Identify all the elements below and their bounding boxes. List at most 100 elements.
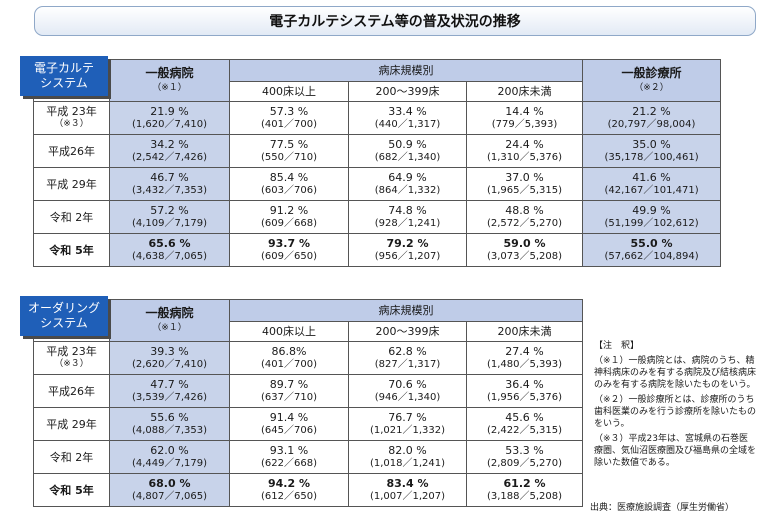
cell-percentage: 62.0 % xyxy=(150,444,189,457)
cell-count: (4,109／7,179) xyxy=(131,218,208,229)
notes-panel: 【注 釈】 （※１）一般病院とは、病院のうち、精神科病床のみを有する病院及び結核… xyxy=(594,340,756,472)
cell-count: (603／706) xyxy=(261,185,317,196)
cell-percentage: 57.3 % xyxy=(269,105,309,118)
cell-count: (956／1,207) xyxy=(374,251,441,262)
data-cell: 59.0 % (3,073／5,208) xyxy=(465,233,584,267)
table-row: 平成 29年 55.6 % (4,088／7,353) 91.4 % (645／706)… xyxy=(33,407,584,441)
cell-percentage: 93.1 % xyxy=(269,444,309,457)
cell-count: (827／1,317) xyxy=(374,359,441,370)
cell-percentage: 61.2 % xyxy=(503,477,546,490)
note-mark-1: （※１） xyxy=(152,322,187,333)
cell-count: (20,797／98,004) xyxy=(607,119,696,130)
row-label-text: 令和 2年 xyxy=(49,210,94,224)
cell-count: (4,088／7,353) xyxy=(131,425,208,436)
cell-count: (1,480／5,393) xyxy=(486,359,563,370)
general-hospital-header-text: 一般病院 xyxy=(145,65,194,80)
data-cell: 89.7 % (637／710) xyxy=(229,374,349,408)
row-label-text: 令和 5年 xyxy=(49,483,94,497)
table-row: 平成26年 47.7 % (3,539／7,426) 89.7 % (637／710) 7… xyxy=(33,374,584,408)
data-cell: 47.7 % (3,539／7,426) xyxy=(109,374,230,408)
cell-count: (928／1,241) xyxy=(374,218,441,229)
data-cell: 45.6 % (2,422／5,315) xyxy=(465,407,584,441)
cell-percentage: 24.4 % xyxy=(505,138,544,151)
cell-percentage: 86.8% xyxy=(271,345,307,358)
data-cell: 70.6 % (946／1,340) xyxy=(348,374,467,408)
cell-percentage: 65.6 % xyxy=(148,237,191,250)
data-cell: 77.5 % (550／710) xyxy=(229,134,349,168)
cell-count: (637／710) xyxy=(261,392,317,403)
data-cell: 34.2 % (2,542／7,426) xyxy=(109,134,230,168)
data-cell: 74.8 % (928／1,241) xyxy=(348,200,467,234)
data-cell: 83.4 % (1,007／1,207) xyxy=(348,473,467,507)
cell-count: (4,638／7,065) xyxy=(131,251,208,262)
data-cell: 68.0 % (4,807／7,065) xyxy=(109,473,230,507)
table-row: 令和 2年 62.0 % (4,449／7,179) 93.1 % (622／668) 8… xyxy=(33,440,584,474)
data-cell: 93.7 % (609／650) xyxy=(229,233,349,267)
cell-percentage: 55.0 % xyxy=(630,237,673,250)
table-row: 平成 23年 （※３） 21.9 % (1,620／7,410) 57.3 % (401／… xyxy=(33,101,722,135)
data-cell: 46.7 % (3,432／7,353) xyxy=(109,167,230,201)
data-cell: 49.9 % (51,199／102,612) xyxy=(582,200,722,234)
cell-count: (3,073／5,208) xyxy=(486,251,563,262)
cell-percentage: 21.9 % xyxy=(150,105,189,118)
row-label: 平成26年 xyxy=(33,134,110,168)
cell-count: (609／668) xyxy=(261,218,317,229)
cell-count: (2,809／5,270) xyxy=(486,458,563,469)
col-200-399: 200〜399床 xyxy=(348,321,467,342)
cell-percentage: 79.2 % xyxy=(386,237,429,250)
general-hospital-header: 一般病院 （※１） xyxy=(109,299,230,342)
cell-count: (1,007／1,207) xyxy=(369,491,446,502)
cell-percentage: 39.3 % xyxy=(150,345,189,358)
note-mark-2: （※２） xyxy=(634,82,669,93)
cell-percentage: 59.0 % xyxy=(503,237,546,250)
general-clinic-header-text: 一般診療所 xyxy=(621,65,682,80)
table-row: 令和 2年 57.2 % (4,109／7,179) 91.2 % (609／668) 7… xyxy=(33,200,722,234)
ordering-table: 一般病院 （※１） 病床規模別 400床以上 200〜399床 200床未満 平… xyxy=(33,299,584,507)
data-cell: 41.6 % (42,167／101,471) xyxy=(582,167,722,201)
data-cell: 85.4 % (603／706) xyxy=(229,167,349,201)
row-label: 平成 23年 （※３） xyxy=(33,341,110,375)
data-cell: 36.4 % (1,956／5,376) xyxy=(465,374,584,408)
cell-count: (3,539／7,426) xyxy=(131,392,208,403)
data-cell: 53.3 % (2,809／5,270) xyxy=(465,440,584,474)
row-label: 令和 2年 xyxy=(33,440,110,474)
row-label: 令和 5年 xyxy=(33,473,110,507)
cell-percentage: 21.2 % xyxy=(632,105,671,118)
cell-count: (779／5,393) xyxy=(491,119,558,130)
cell-count: (401／700) xyxy=(261,119,317,130)
row-label-text: 令和 5年 xyxy=(49,243,94,257)
cell-count: (57,662／104,894) xyxy=(604,251,699,262)
cell-percentage: 47.7 % xyxy=(150,378,189,391)
col-under-200: 200床未満 xyxy=(465,81,584,102)
cell-count: (42,167／101,471) xyxy=(604,185,699,196)
note-2: （※２）一般診療所とは、診療所のうち歯科医業のみを行う診療所を除いたものをいう。 xyxy=(594,395,757,429)
cell-percentage: 37.0 % xyxy=(505,171,544,184)
data-cell: 24.4 % (1,310／5,376) xyxy=(465,134,584,168)
cell-percentage: 82.0 % xyxy=(388,444,427,457)
ehr-table-body: 平成 23年 （※３） 21.9 % (1,620／7,410) 57.3 % (401／… xyxy=(33,101,722,267)
ordering-table-body: 平成 23年 （※３） 39.3 % (2,620／7,410) 86.8% (401／7… xyxy=(33,341,584,507)
cell-percentage: 33.4 % xyxy=(388,105,427,118)
row-label: 平成 29年 xyxy=(33,167,110,201)
data-cell: 37.0 % (1,965／5,315) xyxy=(465,167,584,201)
data-cell: 61.2 % (3,188／5,208) xyxy=(465,473,584,507)
cell-percentage: 36.4 % xyxy=(505,378,544,391)
cell-percentage: 57.2 % xyxy=(150,204,189,217)
cell-percentage: 50.9 % xyxy=(388,138,427,151)
cell-percentage: 34.2 % xyxy=(150,138,189,151)
data-cell: 76.7 % (1,021／1,332) xyxy=(348,407,467,441)
source-citation: 出典：医療施設調査（厚生労働省） xyxy=(590,503,735,513)
cell-percentage: 14.4 % xyxy=(505,105,544,118)
col-200-399: 200〜399床 xyxy=(348,81,467,102)
cell-percentage: 46.7 % xyxy=(150,171,189,184)
ehr-table: 一般病院 （※１） 病床規模別 一般診療所 （※２） 400床以上 200〜39… xyxy=(33,59,722,267)
general-clinic-header: 一般診療所 （※２） xyxy=(582,59,722,102)
data-cell: 48.8 % (2,572／5,270) xyxy=(465,200,584,234)
data-cell: 21.9 % (1,620／7,410) xyxy=(109,101,230,135)
data-cell: 64.9 % (864／1,332) xyxy=(348,167,467,201)
cell-count: (2,542／7,426) xyxy=(131,152,208,163)
ehr-system-label: 電子カルテ システム xyxy=(20,56,108,96)
cell-count: (35,178／100,461) xyxy=(604,152,699,163)
row-label-text: 令和 2年 xyxy=(49,450,94,464)
cell-percentage: 74.8 % xyxy=(388,204,427,217)
